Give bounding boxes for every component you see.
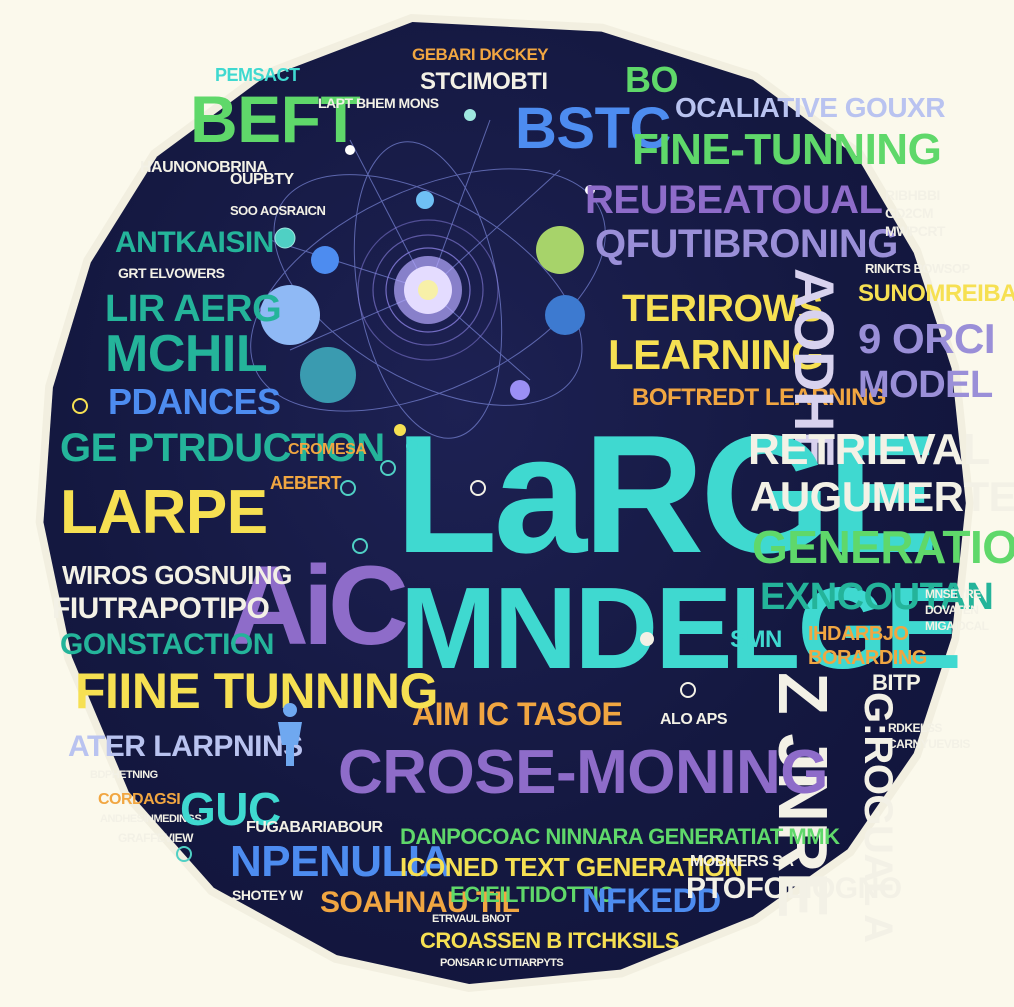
word-mniaidcal: MIGAIDCAL (925, 619, 989, 633)
word-gonstaction: GONSTACTION (60, 628, 274, 661)
word-nfkedd: NFKEDD (582, 882, 721, 920)
person-icon (278, 703, 302, 766)
word-stcimobti: STCIMOBTI (420, 68, 548, 95)
word-soahnau: SOAHNAU TIL (320, 886, 520, 919)
word-ater-larpnins: ATER LARPNINS (68, 730, 303, 763)
circle-icon (340, 480, 356, 496)
word-bstc: BSTC (515, 96, 671, 161)
word-ge-ptrduction: GE PTRDUCTION (60, 426, 385, 470)
word-ihdarbjo: IHDARBJO (808, 623, 909, 645)
word-lir-aerg: LIR AERG (105, 288, 282, 330)
word-aiohi: ANDHESINMEDINGS (100, 813, 202, 825)
word-haunonobrina: HAUNONOBRINA (140, 159, 268, 176)
word-beft: BEFT (190, 82, 361, 156)
word-rinkts: RINKTS BOWSOP (865, 261, 970, 276)
word-mndelge: MNDELGE (400, 563, 962, 693)
circle-icon (680, 682, 696, 698)
word-boftredt: BOFTREDT LEARNING (632, 384, 887, 411)
word-small-a: ALO APS (660, 711, 728, 728)
circle-icon (72, 398, 88, 414)
word-grt-elvowers: GRT ELVOWERS (118, 265, 225, 281)
word-oclaitive: OCALIATIVE GOUXR (675, 92, 945, 123)
word-graffeviw: GRAFFEVIEW (118, 831, 194, 845)
circle-icon (470, 480, 486, 496)
word-large: LaRGE (395, 400, 939, 588)
word-dampocoac: DANPOCOAC NINNARA GENERATIAT MMK (400, 824, 840, 849)
word-mchil: MCHIL (105, 325, 268, 383)
word-osal: GUC (180, 783, 281, 835)
word-dovaten: DOVATEN (925, 603, 979, 617)
word-nfenulia: NPENULIA (230, 837, 451, 886)
word-gebari: GEBARI DKCKEY (412, 45, 549, 64)
word-gouuma: CORDAGSI (98, 791, 181, 808)
word-generation: GENERATION (752, 521, 1014, 573)
word-sok: SOO AOSRAICN (230, 203, 326, 218)
word-shortw: SHOTEY W (232, 887, 303, 903)
dot-icon (640, 632, 654, 646)
word-cromesa: CROMESA (288, 441, 367, 458)
circle-icon (352, 538, 368, 554)
circle-icon (176, 846, 192, 862)
word-retrieval: RETRIEVAL (748, 425, 990, 474)
word-gorci: 9 ORCI (858, 315, 996, 362)
word-pdances: PDANCES (108, 381, 281, 422)
word-fine-tiny: ETRVAUL BNOT (432, 913, 511, 925)
word-aim-ic-tasoe: AIM IC TASOE (412, 696, 623, 732)
word-crossen: CROASSEN B ITCHKSILS (420, 928, 679, 953)
word-fiine-tunning: FIINE TUNNING (75, 663, 438, 719)
word-mirror-c: MOBHERS SA (690, 853, 794, 870)
word-carnyuevbis: CARNYUEVBIS (888, 737, 970, 751)
cloud-shape (43, 22, 966, 984)
word-exncoutan: EXNCOUTAN (760, 576, 994, 618)
word-bottom-small: PONSAR IC UTTIARPYTS (440, 957, 564, 969)
word-model: MODEL (858, 364, 993, 406)
word-antkaisin: ANTKAISIN (115, 226, 274, 259)
word-iconed-text: ICONED TEXT GENERATION (400, 852, 743, 882)
word-pemsact: PEMSACT (215, 65, 300, 85)
word-fugabariaour: FUGABARIABOUR (246, 819, 383, 836)
word-ribhbbi: RIBHBBI (885, 187, 940, 203)
word-fine-tunning-top: FINE-TUNNING (632, 125, 942, 174)
word-reubeatoual: REUBEATOUAL (585, 178, 883, 222)
word-gdzcm: GD2CM (885, 205, 934, 221)
dot-icon (406, 440, 418, 452)
word-ecieltid: ECIEILTIDOTTIC (450, 882, 614, 907)
neural-network-icon (250, 109, 606, 439)
word-smn: SMN (730, 626, 782, 653)
word-oupbty: OUPBTY (230, 171, 294, 188)
word-ptofoliogno: PTOFOLIOGNO (686, 872, 902, 905)
word-bdp: BDPHETNING (90, 769, 158, 781)
word-larpe: LARPE (60, 478, 268, 547)
word-ai: AiC (228, 543, 409, 668)
word-bitp: BITP (872, 670, 921, 695)
word-borarding: BORARDING (808, 647, 927, 669)
word-crose-moning: CROSE-MONING (338, 738, 829, 807)
word-aebert: AEBERT (270, 473, 342, 493)
word-mnsevrei: MNSEVRE (925, 587, 981, 601)
word-bo: BO (625, 59, 679, 100)
word-teriirows: TERIROWS (622, 288, 823, 330)
word-laptbhem: LAPT BHEM MONS (318, 95, 439, 111)
word-sunomreiba: SUNOMREIBA (858, 280, 1014, 307)
circle-icon (380, 460, 396, 476)
word-wiros: WIROS GOSNUING (62, 560, 292, 590)
word-rdklss: RDKELSS (888, 721, 942, 735)
word-fiutrapotipo: FIUTRAPOTIPO (52, 592, 270, 625)
word-qfutibroning: QFUTIBRONING (595, 222, 898, 266)
word-learning: LEARNING (608, 331, 824, 378)
word-mwpcrt: MWPCRT (885, 223, 946, 239)
word-augumerted: AUGUMERTED (750, 473, 1014, 520)
